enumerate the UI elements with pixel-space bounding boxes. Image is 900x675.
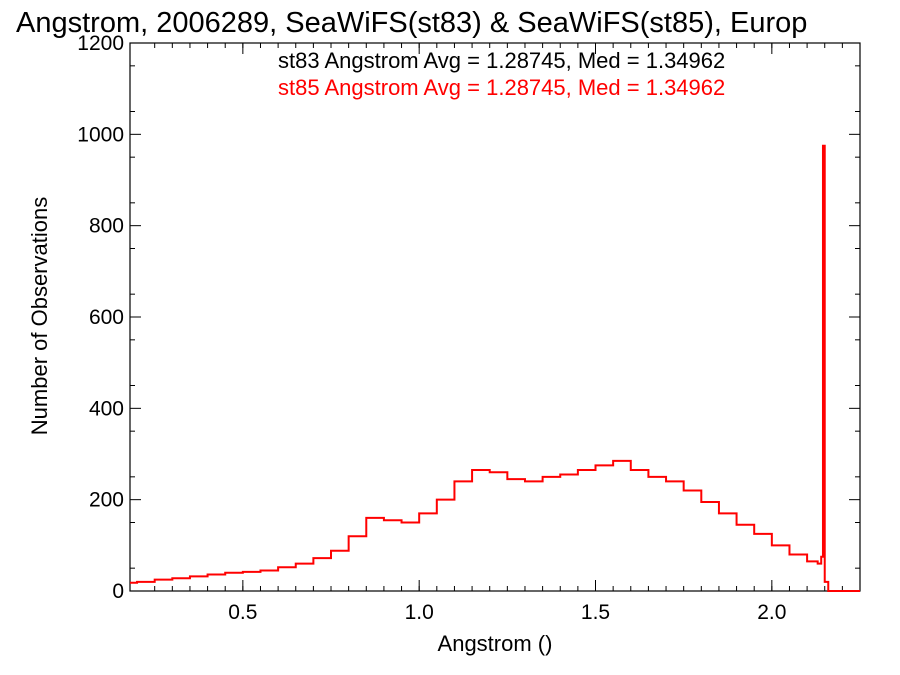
legend-st85: st85 Angstrom Avg = 1.28745, Med = 1.349… bbox=[278, 75, 725, 100]
series-layer bbox=[130, 144, 860, 592]
y-tick-label: 0 bbox=[112, 580, 124, 603]
x-tick-label: 1.0 bbox=[405, 601, 434, 624]
y-tick-label: 400 bbox=[89, 397, 124, 420]
series-line-0 bbox=[130, 144, 860, 592]
legend: st83 Angstrom Avg = 1.28745, Med = 1.349… bbox=[278, 48, 725, 100]
y-axis-label: Number of Observations bbox=[27, 197, 52, 435]
y-tick-label: 1000 bbox=[77, 123, 124, 146]
x-tick-label: 0.5 bbox=[228, 601, 257, 624]
y-tick-label: 1200 bbox=[77, 32, 124, 55]
plot-frame bbox=[129, 42, 861, 592]
y-axis: 0 200 400 600 800 1000 1200 bbox=[77, 32, 860, 603]
plot-border bbox=[129, 42, 861, 592]
y-tick-label: 800 bbox=[89, 215, 124, 238]
y-tick-label: 600 bbox=[89, 306, 124, 329]
x-axis: 0.5 1.0 1.5 2.0 bbox=[154, 43, 861, 624]
y-tick-label: 200 bbox=[89, 489, 124, 512]
x-tick-label: 2.0 bbox=[757, 601, 786, 624]
chart-title: Angstrom, 2006289, SeaWiFS(st83) & SeaWi… bbox=[16, 7, 807, 39]
x-tick-label: 1.5 bbox=[581, 601, 610, 624]
legend-st83: st83 Angstrom Avg = 1.28745, Med = 1.349… bbox=[278, 48, 725, 73]
x-axis-label: Angstrom () bbox=[438, 631, 553, 656]
